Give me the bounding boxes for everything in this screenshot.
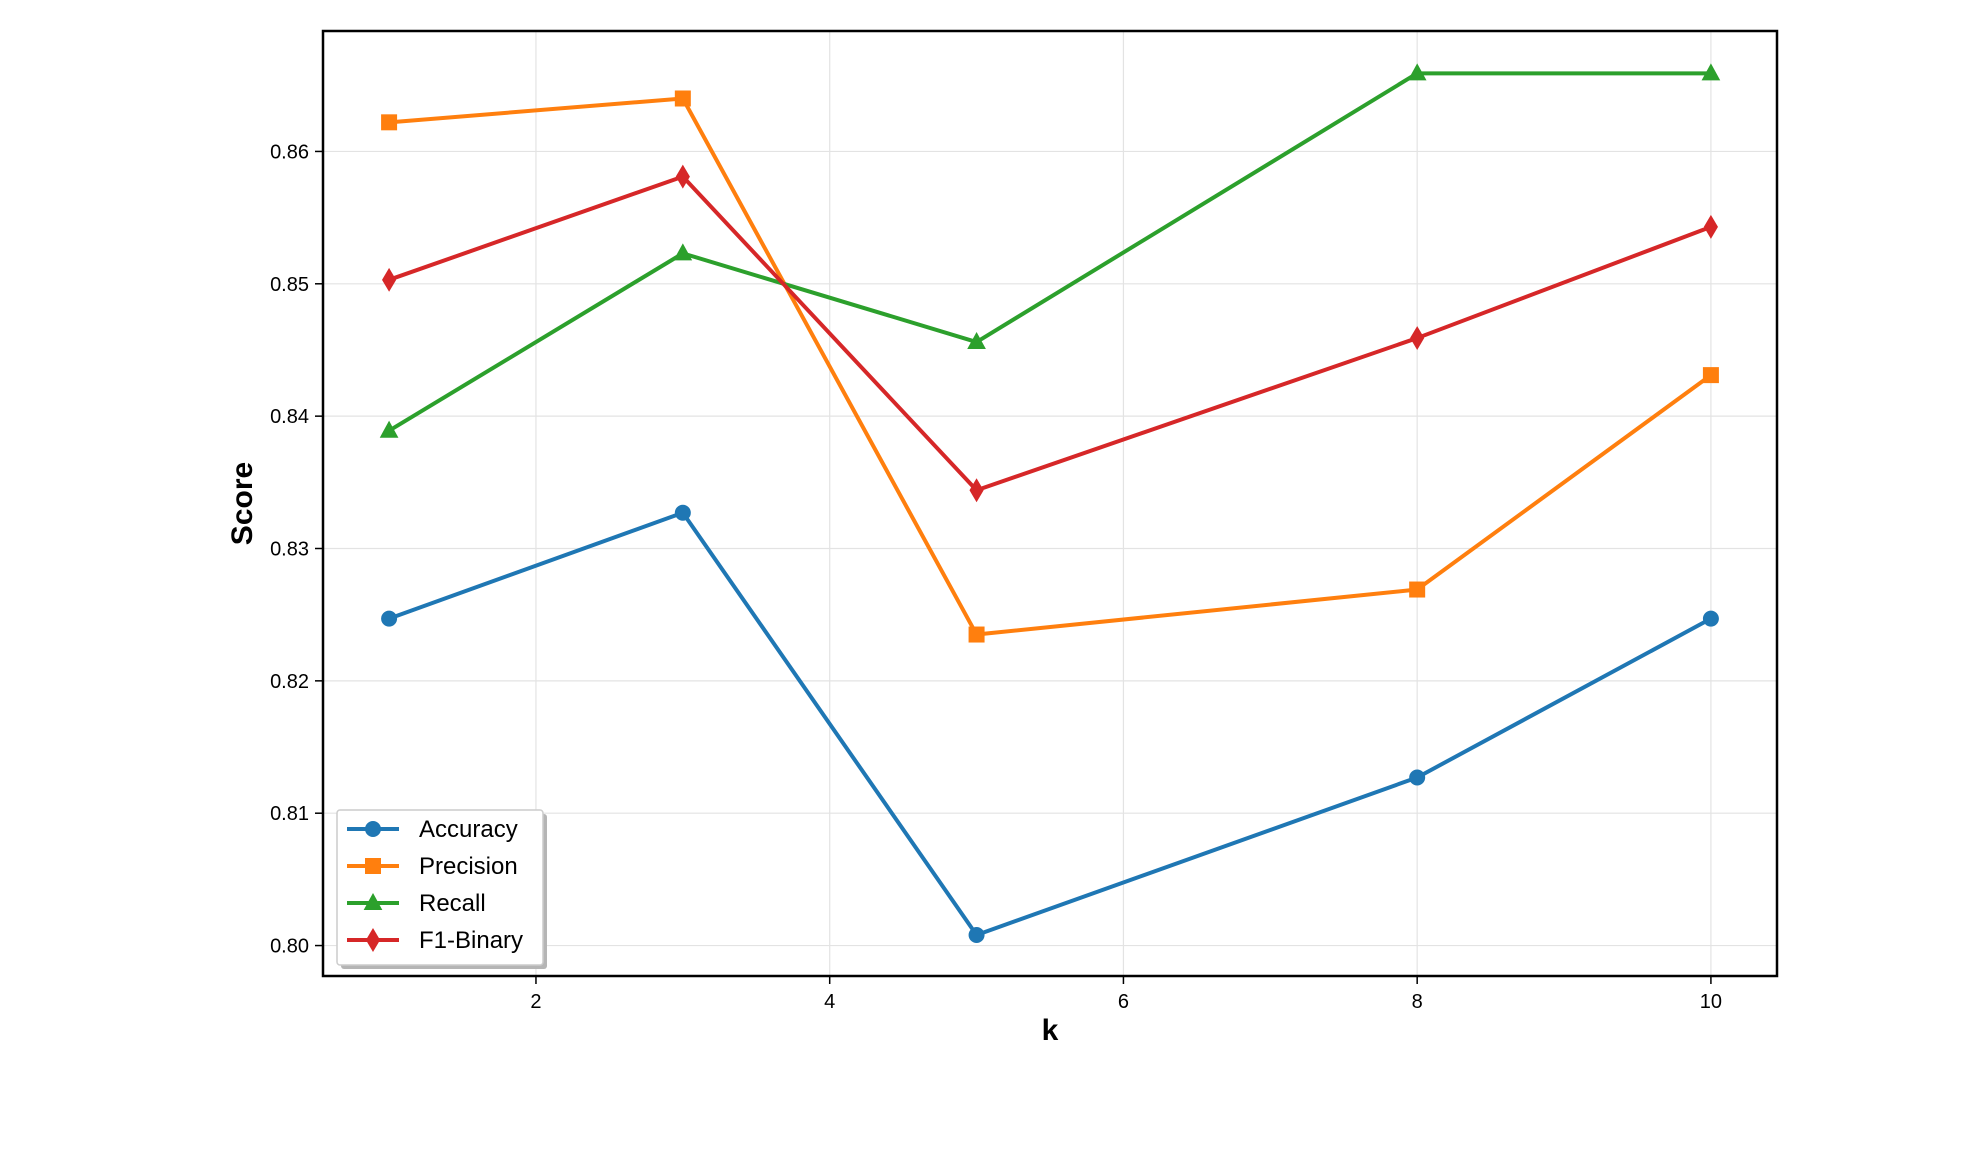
x-tick-label: 8: [1412, 991, 1423, 1013]
legend-item: Precision: [347, 853, 518, 880]
data-point: [967, 331, 986, 350]
legend: Accuracy Precision Recall F1-Binary: [336, 809, 547, 969]
data-point: [1409, 581, 1426, 598]
plot-frame: [321, 29, 1779, 978]
data-point: [379, 420, 399, 438]
legend-marker: [363, 892, 383, 910]
series-line: [388, 71, 1711, 433]
series-accuracy: [381, 504, 1719, 943]
legend-box: [336, 809, 544, 966]
data-point: [382, 267, 397, 292]
data-point: [1409, 769, 1426, 786]
legend-item: F1-Binary: [347, 927, 523, 954]
y-axis-ticks: 0.80 0.81 0.82 0.83 0.84 0.85 0.86: [270, 141, 323, 958]
series-precision: [381, 90, 1719, 643]
data-point: [1701, 63, 1721, 81]
x-axis-title: k: [1042, 1014, 1059, 1047]
data-point: [968, 926, 985, 943]
legend-marker: [365, 858, 381, 874]
x-tick-label: 4: [824, 991, 835, 1013]
data-point: [381, 114, 398, 131]
series-line: [388, 96, 1713, 637]
data-point: [381, 610, 398, 627]
data-point: [1702, 367, 1719, 384]
grid-lines: [323, 31, 1777, 976]
data-point: [674, 90, 691, 107]
legend-label: Recall: [419, 890, 486, 917]
x-tick-label: 10: [1700, 991, 1722, 1013]
data-point: [969, 478, 984, 503]
data-point: [1703, 214, 1718, 239]
y-axis-title: Score: [226, 462, 259, 545]
data-point: [1702, 610, 1719, 627]
data-point: [1407, 63, 1427, 81]
series-line: [388, 510, 1712, 937]
y-tick-label: 0.82: [270, 671, 309, 693]
legend-label: F1-Binary: [419, 927, 523, 954]
data-point: [1410, 326, 1425, 351]
y-tick-label: 0.85: [270, 274, 309, 296]
y-tick-label: 0.86: [270, 141, 309, 163]
legend-item: Recall: [347, 890, 486, 917]
y-tick-label: 0.83: [270, 539, 309, 561]
legend-marker: [365, 928, 381, 952]
x-axis-ticks: 2 4 6 8 10: [530, 976, 1722, 1013]
series-recall: [379, 63, 1721, 438]
legend-label: Accuracy: [419, 816, 518, 843]
legend-label: Precision: [419, 853, 518, 880]
series-line: [388, 174, 1712, 493]
y-tick-label: 0.84: [270, 406, 309, 428]
data-point: [675, 164, 690, 189]
series-lines: [379, 63, 1721, 943]
series-f1-binary: [382, 164, 1718, 503]
data-point: [968, 626, 985, 643]
legend-item: Accuracy: [347, 816, 518, 843]
y-tick-label: 0.81: [270, 803, 309, 825]
legend-marker: [365, 821, 381, 837]
x-tick-label: 2: [530, 991, 541, 1013]
y-tick-label: 0.80: [270, 936, 309, 958]
data-point: [673, 243, 693, 261]
x-tick-label: 6: [1118, 991, 1129, 1013]
data-point: [674, 504, 691, 521]
